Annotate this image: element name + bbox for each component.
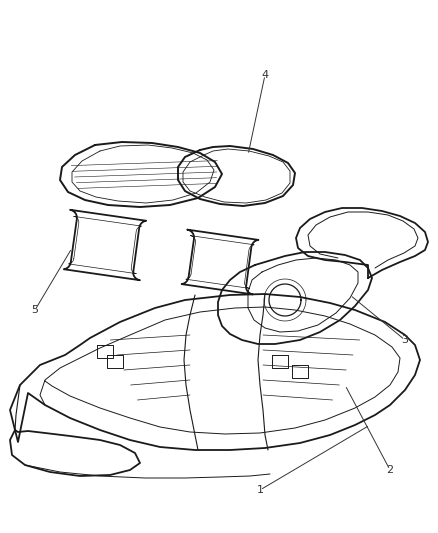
Text: 5: 5 [32, 305, 39, 315]
Text: 3: 3 [401, 335, 408, 345]
Text: 1: 1 [256, 485, 263, 495]
Text: 4: 4 [261, 70, 268, 80]
Text: 2: 2 [385, 465, 392, 475]
